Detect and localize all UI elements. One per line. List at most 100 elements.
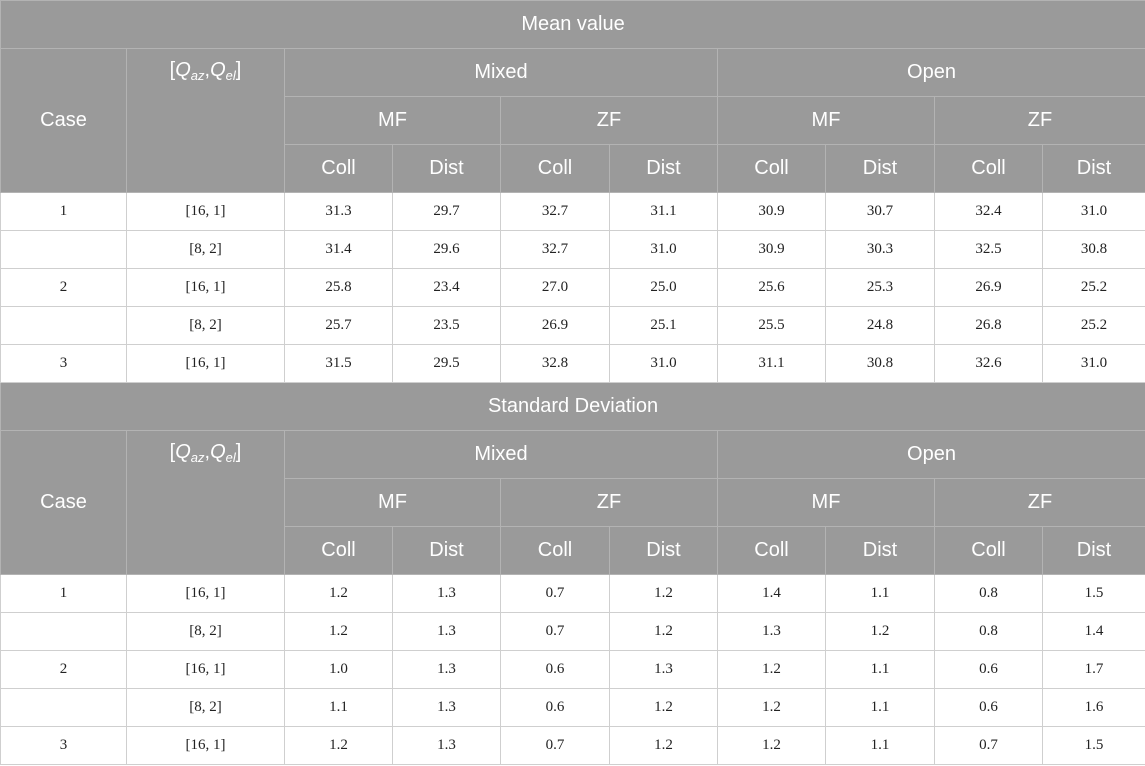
- header-row: MF ZF MF ZF: [1, 478, 1145, 527]
- value-cell: 1.3: [392, 688, 501, 727]
- value-cell: 0.8: [934, 612, 1043, 651]
- column-header: Dist: [392, 144, 501, 193]
- value-cell: 25.1: [609, 306, 718, 345]
- value-cell: 29.5: [392, 344, 501, 383]
- value-cell: 23.5: [392, 306, 501, 345]
- column-header: Coll: [934, 526, 1043, 575]
- value-cell: 30.3: [825, 230, 935, 269]
- q-part: ,: [204, 441, 211, 463]
- header-row: Case [Qaz,Qel] Mixed Open: [0, 48, 1145, 193]
- section-title: Standard Deviation: [0, 382, 1145, 431]
- q-part: ]: [235, 59, 242, 81]
- value-cell: 1.3: [392, 574, 501, 613]
- column-header: Coll: [284, 144, 393, 193]
- q-cell: [8, 2]: [126, 230, 285, 269]
- value-cell: 31.3: [284, 192, 393, 231]
- case-cell: 2: [0, 650, 127, 689]
- value-cell: 26.8: [934, 306, 1043, 345]
- data-row: [8, 2] 1.2 1.3 0.7 1.2 1.3 1.2 0.8 1.4: [0, 612, 1145, 651]
- column-header: Dist: [392, 526, 501, 575]
- value-cell: 32.7: [500, 192, 610, 231]
- case-cell: [0, 612, 127, 651]
- value-cell: 1.3: [392, 726, 501, 765]
- value-cell: 31.1: [717, 344, 826, 383]
- value-cell: 1.1: [825, 650, 935, 689]
- value-cell: 0.6: [500, 688, 610, 727]
- case-cell: 1: [0, 192, 127, 231]
- value-cell: 1.6: [1041, 688, 1145, 727]
- value-cell: 0.6: [934, 688, 1043, 727]
- column-header: Dist: [609, 526, 718, 575]
- value-cell: 31.0: [1041, 344, 1145, 383]
- value-cell: 30.8: [1041, 230, 1145, 269]
- value-cell: 1.2: [284, 612, 393, 651]
- data-row: [8, 2] 1.1 1.3 0.6 1.2 1.2 1.1 0.6 1.6: [0, 688, 1145, 727]
- value-cell: 1.2: [717, 650, 826, 689]
- value-cell: 26.9: [934, 268, 1043, 307]
- value-cell: 0.6: [934, 650, 1043, 689]
- value-cell: 30.9: [717, 230, 826, 269]
- value-cell: 31.5: [284, 344, 393, 383]
- data-row: 3 [16, 1] 31.5 29.5 32.8 31.0 31.1 30.8 32.6 31.0: [0, 344, 1145, 383]
- value-cell: 27.0: [500, 268, 610, 307]
- q-part: el: [225, 450, 236, 465]
- header-row: Coll Dist Coll Dist Coll Dist Coll Dist: [1, 144, 1145, 193]
- subgroup-header: ZF: [933, 478, 1145, 527]
- data-row: 1 [16, 1] 1.2 1.3 0.7 1.2 1.4 1.1 0.8 1.5: [0, 574, 1145, 613]
- q-cell: [16, 1]: [126, 726, 285, 765]
- data-row: 1 [16, 1] 31.3 29.7 32.7 31.1 30.9 30.7 32.4 31.0: [0, 192, 1145, 231]
- value-cell: 25.5: [717, 306, 826, 345]
- value-cell: 1.2: [609, 688, 718, 727]
- column-header: Dist: [1041, 526, 1145, 575]
- value-cell: 30.9: [717, 192, 826, 231]
- value-cell: 1.7: [1041, 650, 1145, 689]
- header-row: Mean value: [0, 0, 1145, 49]
- case-cell: 3: [0, 726, 127, 765]
- q-part: az: [190, 68, 205, 83]
- q-cell: [16, 1]: [126, 344, 285, 383]
- value-cell: 1.1: [284, 688, 393, 727]
- value-cell: 1.2: [609, 574, 718, 613]
- value-cell: 25.2: [1041, 306, 1145, 345]
- q-cell: [8, 2]: [126, 688, 285, 727]
- value-cell: 25.2: [1041, 268, 1145, 307]
- subgroup-header: MF: [717, 478, 935, 527]
- group-header: Open: [716, 430, 1145, 479]
- value-cell: 0.7: [934, 726, 1043, 765]
- case-header: Case: [0, 48, 127, 193]
- q-part: Q: [175, 59, 191, 81]
- q-part: [: [169, 441, 176, 463]
- subgroup-header: ZF: [500, 96, 718, 145]
- column-header: Dist: [609, 144, 718, 193]
- value-cell: 1.2: [284, 574, 393, 613]
- column-header: Coll: [284, 526, 393, 575]
- value-cell: 1.2: [717, 726, 826, 765]
- value-cell: 30.7: [825, 192, 935, 231]
- data-row: [8, 2] 25.7 23.5 26.9 25.1 25.5 24.8 26.8 25.2: [0, 306, 1145, 345]
- value-cell: 31.1: [609, 192, 718, 231]
- q-cell: [16, 1]: [126, 268, 285, 307]
- value-cell: 26.9: [500, 306, 610, 345]
- subgroup-header: MF: [284, 96, 501, 145]
- data-row: 2 [16, 1] 25.8 23.4 27.0 25.0 25.6 25.3 26.9 25.2: [0, 268, 1145, 307]
- case-cell: 1: [0, 574, 127, 613]
- subgroup-header: ZF: [500, 478, 718, 527]
- value-cell: 31.0: [609, 230, 718, 269]
- q-part: Q: [210, 441, 226, 463]
- value-cell: 1.2: [825, 612, 935, 651]
- value-cell: 1.1: [825, 574, 935, 613]
- q-header: [Qaz,Qel]: [126, 430, 285, 575]
- q-part: el: [225, 68, 236, 83]
- value-cell: 31.0: [609, 344, 718, 383]
- value-cell: 1.2: [609, 612, 718, 651]
- value-cell: 1.4: [717, 574, 826, 613]
- value-cell: 25.7: [284, 306, 393, 345]
- group-header: Open: [716, 48, 1145, 97]
- header-row: Standard Deviation: [0, 382, 1145, 431]
- q-cell: [16, 1]: [126, 192, 285, 231]
- value-cell: 0.7: [500, 726, 610, 765]
- group-header: Mixed: [284, 430, 718, 479]
- value-cell: 1.3: [717, 612, 826, 651]
- case-cell: [0, 306, 127, 345]
